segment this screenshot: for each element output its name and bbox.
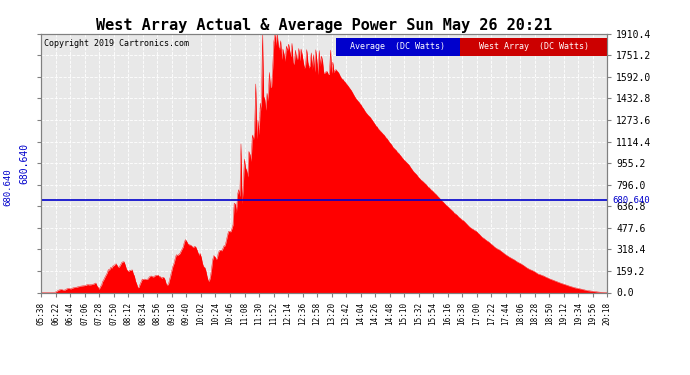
Text: Copyright 2019 Cartronics.com: Copyright 2019 Cartronics.com — [44, 39, 189, 48]
Y-axis label: 680.640: 680.640 — [19, 142, 30, 184]
Text: 680.640: 680.640 — [613, 196, 651, 205]
Title: West Array Actual & Average Power Sun May 26 20:21: West Array Actual & Average Power Sun Ma… — [96, 18, 553, 33]
FancyBboxPatch shape — [460, 38, 607, 56]
Text: West Array  (DC Watts): West Array (DC Watts) — [479, 42, 589, 51]
Text: Average  (DC Watts): Average (DC Watts) — [351, 42, 445, 51]
FancyBboxPatch shape — [335, 38, 460, 56]
Text: 680.640: 680.640 — [3, 169, 12, 206]
